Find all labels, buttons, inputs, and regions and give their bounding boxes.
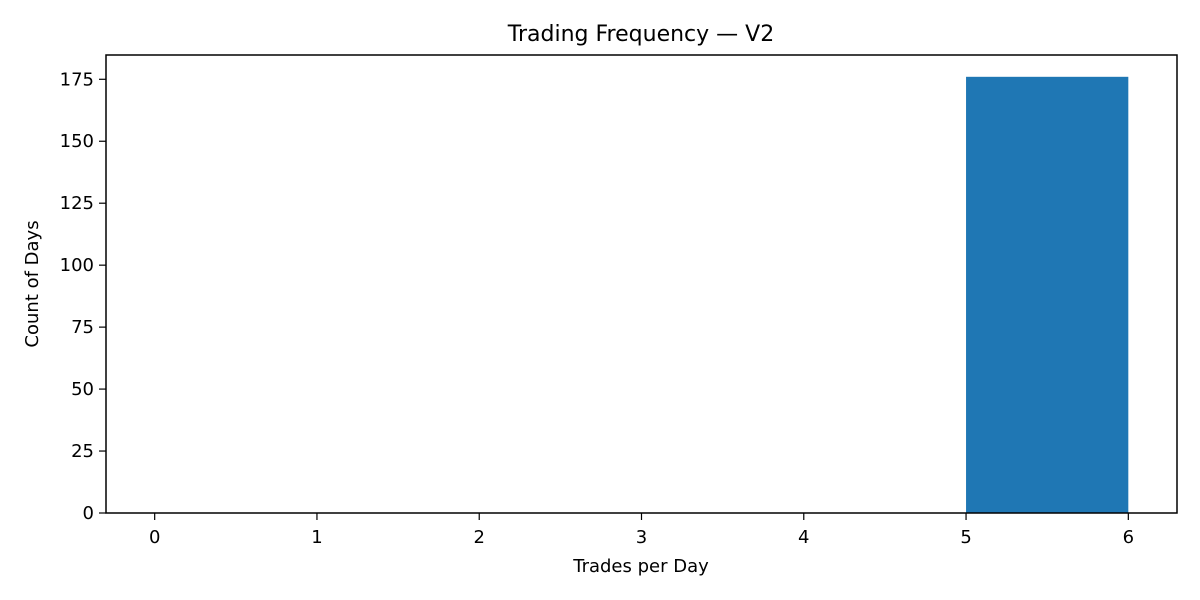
y-tick-label: 50 [71,379,94,400]
y-tick-label: 75 [71,317,94,338]
x-tick-label: 4 [798,527,809,548]
x-tick-label: 1 [311,527,322,548]
y-tick-label: 150 [60,131,94,152]
x-axis-label: Trades per Day [572,556,709,577]
x-tick-label: 2 [474,527,485,548]
histogram-bar-0 [966,76,1129,514]
x-tick-label: 6 [1123,527,1134,548]
x-tick-label: 3 [636,527,647,548]
y-tick-label: 100 [60,255,94,276]
y-tick-label: 25 [71,441,94,462]
y-tick-label: 125 [60,193,94,214]
y-tick-label: 175 [60,69,94,90]
x-tick-label: 0 [149,527,160,548]
plot-area [966,76,1129,514]
x-tick-label: 5 [960,527,971,548]
chart-title: Trading Frequency — V2 [507,22,774,47]
x-axis: 0 1 2 3 4 5 6 [149,513,1134,548]
y-axis-label: Count of Days [22,220,43,347]
y-axis: 0 25 50 75 100 125 150 175 [60,69,106,524]
y-tick-label: 0 [83,503,94,524]
